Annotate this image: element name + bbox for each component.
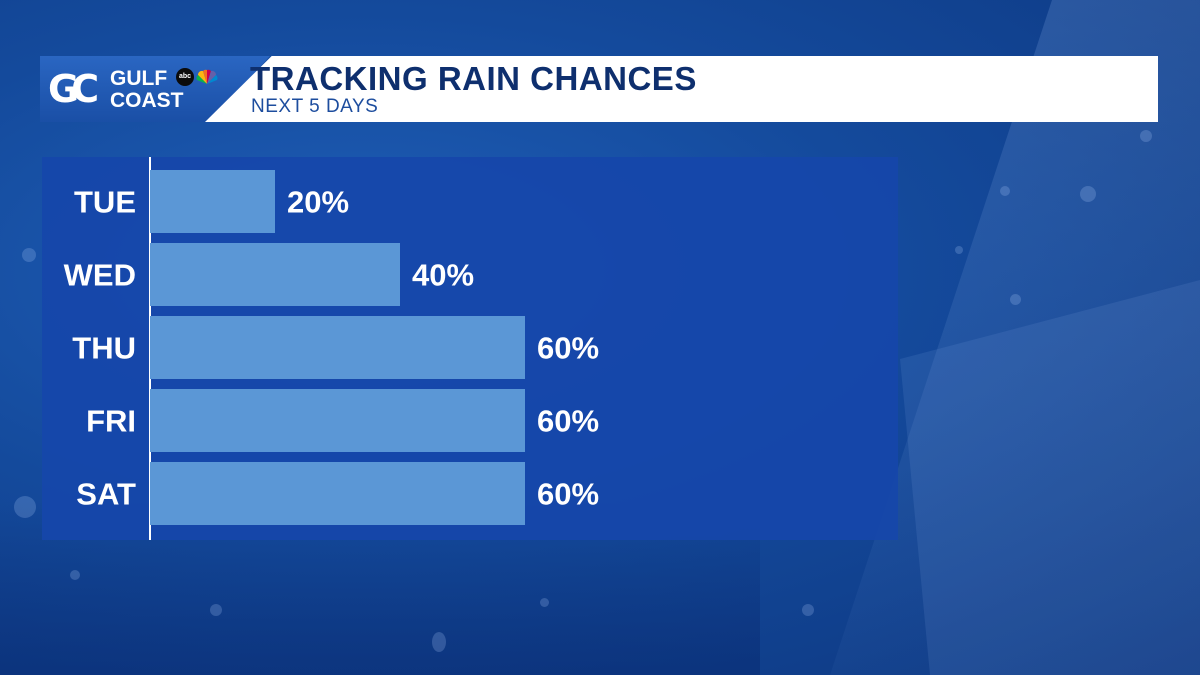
rain-drop [22, 248, 36, 262]
value-label-fri: 60% [537, 404, 599, 439]
rain-drop [540, 598, 549, 607]
peacock-icon [196, 69, 218, 84]
bar-fri [150, 389, 525, 452]
bar-tue [150, 170, 275, 233]
page-title: TRACKING RAIN CHANCES [250, 60, 697, 97]
chart-panel: TUE 20% WED 40% THU 60% FRI 60% SAT 60% [42, 157, 898, 540]
day-label-sat: SAT [76, 477, 136, 512]
page-subtitle: NEXT 5 DAYS [251, 96, 379, 117]
value-label-sat: 60% [537, 477, 599, 512]
value-label-thu: 60% [537, 331, 599, 366]
day-label-wed: WED [64, 258, 136, 293]
logo-mark: GC [48, 67, 99, 111]
day-label-fri: FRI [86, 404, 136, 439]
logo-text-line2: COAST [110, 89, 184, 112]
title-banner: GC GULF COAST abc TRACKING RAIN CHANCES … [40, 56, 1158, 122]
rain-chance-chart: TUE 20% WED 40% THU 60% FRI 60% SAT 60% [64, 157, 599, 540]
rain-drop [1010, 294, 1021, 305]
network-badge: abc [176, 68, 194, 86]
value-label-tue: 20% [287, 185, 349, 220]
rain-drop [1140, 130, 1152, 142]
logo-text-line1: GULF [110, 67, 168, 90]
rain-drop [1080, 186, 1096, 202]
rain-drop [802, 604, 814, 616]
bar-sat [150, 462, 525, 525]
station-logo: GC GULF COAST abc [40, 56, 270, 122]
rain-drop [70, 570, 80, 580]
value-label-wed: 40% [412, 258, 474, 293]
rain-drop [210, 604, 222, 616]
title-bar [205, 56, 1158, 122]
bar-thu [150, 316, 525, 379]
day-label-tue: TUE [74, 185, 136, 220]
rain-drop [1000, 186, 1010, 196]
rain-drop [432, 632, 446, 652]
bar-wed [150, 243, 400, 306]
background-facet [900, 280, 1200, 675]
rain-drop [14, 496, 36, 518]
day-label-thu: THU [72, 331, 136, 366]
rain-drop [955, 246, 963, 254]
